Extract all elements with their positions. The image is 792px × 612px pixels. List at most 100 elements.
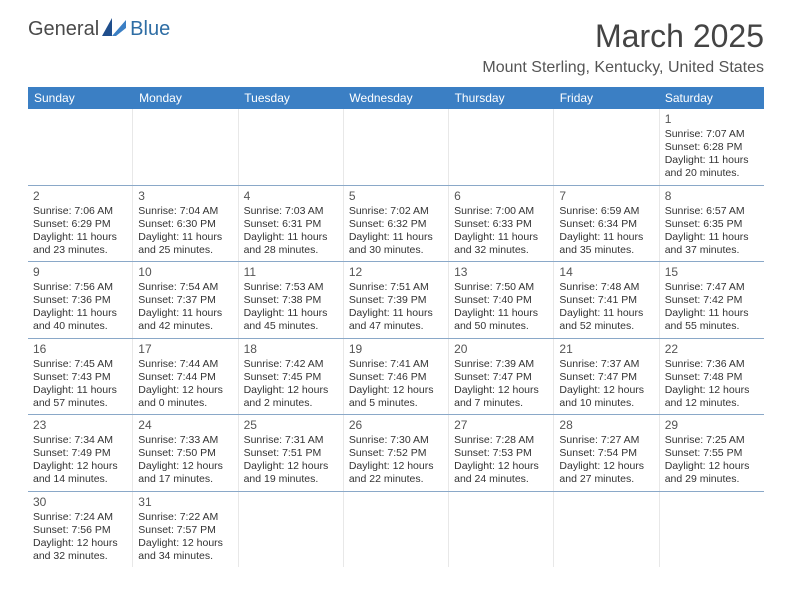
day-cell: 7Sunrise: 6:59 AMSunset: 6:34 PMDaylight… bbox=[553, 186, 658, 262]
week-row: 2Sunrise: 7:06 AMSunset: 6:29 PMDaylight… bbox=[28, 185, 764, 262]
daylight-line2: and 40 minutes. bbox=[33, 320, 127, 333]
sunrise-text: Sunrise: 7:31 AM bbox=[244, 434, 338, 447]
day-number: 15 bbox=[665, 265, 759, 280]
day-number: 18 bbox=[244, 342, 338, 357]
week-row: 23Sunrise: 7:34 AMSunset: 7:49 PMDayligh… bbox=[28, 414, 764, 491]
empty-cell bbox=[448, 492, 553, 568]
day-number: 8 bbox=[665, 189, 759, 204]
sunrise-text: Sunrise: 7:56 AM bbox=[33, 281, 127, 294]
day-number: 27 bbox=[454, 418, 548, 433]
day-number: 24 bbox=[138, 418, 232, 433]
daylight-line2: and 7 minutes. bbox=[454, 397, 548, 410]
daylight-line1: Daylight: 12 hours bbox=[138, 460, 232, 473]
daylight-line1: Daylight: 11 hours bbox=[454, 307, 548, 320]
day-number: 28 bbox=[559, 418, 653, 433]
sunset-text: Sunset: 7:47 PM bbox=[454, 371, 548, 384]
daylight-line2: and 52 minutes. bbox=[559, 320, 653, 333]
day-cell: 19Sunrise: 7:41 AMSunset: 7:46 PMDayligh… bbox=[343, 339, 448, 415]
sunset-text: Sunset: 7:38 PM bbox=[244, 294, 338, 307]
day-number: 12 bbox=[349, 265, 443, 280]
sunrise-text: Sunrise: 7:48 AM bbox=[559, 281, 653, 294]
empty-cell bbox=[553, 109, 658, 185]
sunset-text: Sunset: 7:49 PM bbox=[33, 447, 127, 460]
daylight-line1: Daylight: 11 hours bbox=[665, 154, 759, 167]
day-cell: 28Sunrise: 7:27 AMSunset: 7:54 PMDayligh… bbox=[553, 415, 658, 491]
sunrise-text: Sunrise: 7:47 AM bbox=[665, 281, 759, 294]
day-cell: 18Sunrise: 7:42 AMSunset: 7:45 PMDayligh… bbox=[238, 339, 343, 415]
sunrise-text: Sunrise: 7:30 AM bbox=[349, 434, 443, 447]
day-cell: 6Sunrise: 7:00 AMSunset: 6:33 PMDaylight… bbox=[448, 186, 553, 262]
daylight-line1: Daylight: 11 hours bbox=[33, 307, 127, 320]
daylight-line1: Daylight: 12 hours bbox=[665, 460, 759, 473]
daylight-line1: Daylight: 11 hours bbox=[349, 307, 443, 320]
daylight-line1: Daylight: 12 hours bbox=[33, 460, 127, 473]
daylight-line1: Daylight: 12 hours bbox=[244, 384, 338, 397]
day-number: 7 bbox=[559, 189, 653, 204]
daylight-line2: and 55 minutes. bbox=[665, 320, 759, 333]
daylight-line1: Daylight: 12 hours bbox=[665, 384, 759, 397]
sunrise-text: Sunrise: 7:53 AM bbox=[244, 281, 338, 294]
day-cell: 2Sunrise: 7:06 AMSunset: 6:29 PMDaylight… bbox=[28, 186, 132, 262]
daylight-line1: Daylight: 11 hours bbox=[244, 231, 338, 244]
weekday-thu: Thursday bbox=[449, 87, 554, 109]
day-cell: 27Sunrise: 7:28 AMSunset: 7:53 PMDayligh… bbox=[448, 415, 553, 491]
sunrise-text: Sunrise: 7:51 AM bbox=[349, 281, 443, 294]
daylight-line2: and 47 minutes. bbox=[349, 320, 443, 333]
daylight-line1: Daylight: 12 hours bbox=[559, 384, 653, 397]
daylight-line2: and 10 minutes. bbox=[559, 397, 653, 410]
day-number: 13 bbox=[454, 265, 548, 280]
day-number: 2 bbox=[33, 189, 127, 204]
sunset-text: Sunset: 7:47 PM bbox=[559, 371, 653, 384]
empty-cell bbox=[238, 109, 343, 185]
empty-cell bbox=[553, 492, 658, 568]
sunset-text: Sunset: 7:53 PM bbox=[454, 447, 548, 460]
day-number: 21 bbox=[559, 342, 653, 357]
day-cell: 14Sunrise: 7:48 AMSunset: 7:41 PMDayligh… bbox=[553, 262, 658, 338]
daylight-line1: Daylight: 11 hours bbox=[244, 307, 338, 320]
sunrise-text: Sunrise: 7:45 AM bbox=[33, 358, 127, 371]
sunrise-text: Sunrise: 7:22 AM bbox=[138, 511, 232, 524]
sunrise-text: Sunrise: 7:00 AM bbox=[454, 205, 548, 218]
empty-cell bbox=[343, 492, 448, 568]
location-label: Mount Sterling, Kentucky, United States bbox=[482, 59, 764, 77]
daylight-line2: and 45 minutes. bbox=[244, 320, 338, 333]
sunrise-text: Sunrise: 7:37 AM bbox=[559, 358, 653, 371]
sunset-text: Sunset: 7:36 PM bbox=[33, 294, 127, 307]
daylight-line2: and 22 minutes. bbox=[349, 473, 443, 486]
month-title: March 2025 bbox=[482, 18, 764, 55]
weekday-sun: Sunday bbox=[28, 87, 133, 109]
day-number: 26 bbox=[349, 418, 443, 433]
daylight-line2: and 25 minutes. bbox=[138, 244, 232, 257]
sunrise-text: Sunrise: 7:07 AM bbox=[665, 128, 759, 141]
sunset-text: Sunset: 7:42 PM bbox=[665, 294, 759, 307]
day-number: 3 bbox=[138, 189, 232, 204]
daylight-line2: and 42 minutes. bbox=[138, 320, 232, 333]
daylight-line2: and 20 minutes. bbox=[665, 167, 759, 180]
daylight-line1: Daylight: 12 hours bbox=[559, 460, 653, 473]
sunrise-text: Sunrise: 7:25 AM bbox=[665, 434, 759, 447]
day-number: 1 bbox=[665, 112, 759, 127]
sunset-text: Sunset: 7:43 PM bbox=[33, 371, 127, 384]
sunrise-text: Sunrise: 7:42 AM bbox=[244, 358, 338, 371]
daylight-line2: and 12 minutes. bbox=[665, 397, 759, 410]
empty-cell bbox=[343, 109, 448, 185]
sunset-text: Sunset: 6:34 PM bbox=[559, 218, 653, 231]
daylight-line2: and 50 minutes. bbox=[454, 320, 548, 333]
day-number: 17 bbox=[138, 342, 232, 357]
daylight-line1: Daylight: 11 hours bbox=[33, 231, 127, 244]
sunrise-text: Sunrise: 7:03 AM bbox=[244, 205, 338, 218]
empty-cell bbox=[448, 109, 553, 185]
day-cell: 24Sunrise: 7:33 AMSunset: 7:50 PMDayligh… bbox=[132, 415, 237, 491]
sunrise-text: Sunrise: 7:34 AM bbox=[33, 434, 127, 447]
daylight-line1: Daylight: 11 hours bbox=[138, 231, 232, 244]
sunset-text: Sunset: 7:50 PM bbox=[138, 447, 232, 460]
sunset-text: Sunset: 7:45 PM bbox=[244, 371, 338, 384]
day-cell: 10Sunrise: 7:54 AMSunset: 7:37 PMDayligh… bbox=[132, 262, 237, 338]
sunrise-text: Sunrise: 6:57 AM bbox=[665, 205, 759, 218]
sunset-text: Sunset: 6:33 PM bbox=[454, 218, 548, 231]
sunrise-text: Sunrise: 7:24 AM bbox=[33, 511, 127, 524]
day-number: 14 bbox=[559, 265, 653, 280]
day-number: 31 bbox=[138, 495, 232, 510]
daylight-line1: Daylight: 12 hours bbox=[454, 384, 548, 397]
daylight-line2: and 32 minutes. bbox=[454, 244, 548, 257]
